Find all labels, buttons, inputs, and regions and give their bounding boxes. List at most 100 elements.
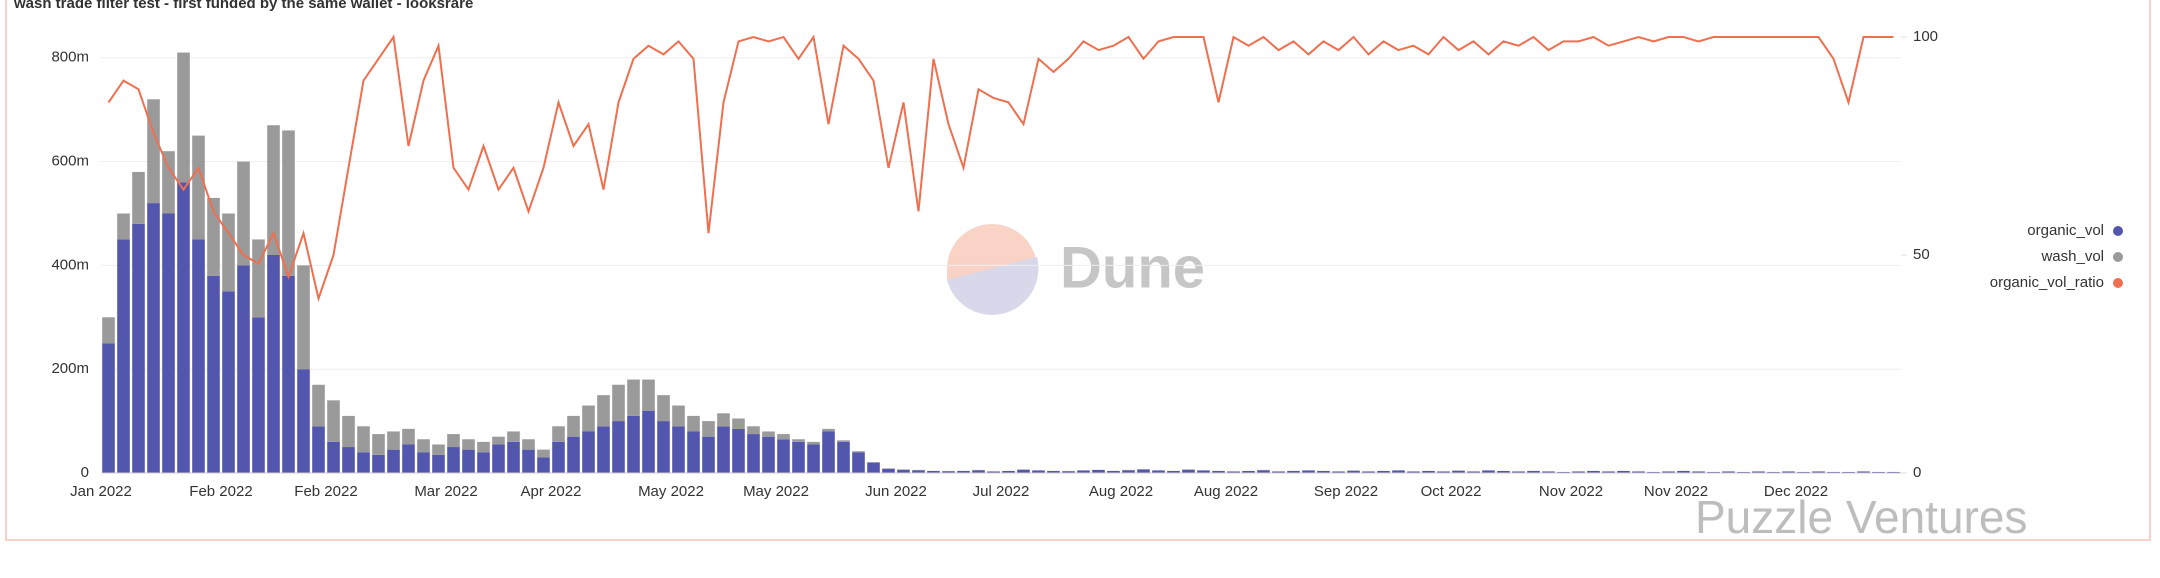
bar — [627, 415, 640, 473]
bar — [492, 444, 505, 473]
bar — [627, 379, 640, 416]
x-tick-label: Apr 2022 — [521, 483, 582, 500]
bar — [1347, 470, 1360, 473]
bar — [1362, 471, 1375, 473]
bar — [1242, 470, 1255, 473]
chart-title: wash trade filter test - first funded by… — [13, 0, 473, 12]
bar — [507, 441, 520, 473]
bar — [1887, 471, 1900, 473]
bar — [1827, 471, 1840, 473]
bar — [537, 449, 550, 458]
legend-dot — [2113, 252, 2123, 262]
bar — [897, 469, 910, 470]
x-tick-label: Aug 2022 — [1194, 483, 1258, 500]
dune-logo — [947, 224, 1039, 315]
y-tick-label: 0 — [81, 464, 89, 481]
bar — [1272, 471, 1285, 473]
bar — [642, 410, 655, 473]
x-tick-label: Oct 2022 — [1421, 483, 1482, 500]
bar — [522, 439, 535, 450]
bar — [1062, 470, 1075, 472]
x-tick-label: Jan 2022 — [70, 483, 132, 500]
bar — [177, 52, 190, 183]
bar — [207, 275, 220, 473]
bar — [1617, 470, 1630, 473]
bar — [117, 239, 130, 473]
bar — [1452, 470, 1465, 471]
bar — [717, 413, 730, 427]
legend-dot — [2113, 226, 2123, 236]
bar — [1497, 470, 1510, 473]
bar — [1002, 470, 1015, 473]
x-tick-label: Jul 2022 — [973, 483, 1030, 500]
watermark-dune: Dune — [1060, 235, 1205, 300]
bar — [387, 449, 400, 473]
bar — [1092, 469, 1105, 473]
bar — [372, 434, 385, 455]
bar — [1797, 471, 1810, 473]
bar — [687, 431, 700, 473]
bar — [717, 426, 730, 473]
bar — [852, 451, 865, 453]
bar — [1512, 471, 1525, 473]
bar — [657, 421, 670, 473]
bar — [912, 469, 925, 471]
bar — [597, 426, 610, 473]
bar — [1677, 470, 1690, 473]
bar — [1437, 471, 1450, 473]
x-tick-label: Aug 2022 — [1089, 483, 1153, 500]
bar — [1647, 471, 1660, 473]
bar — [867, 462, 880, 463]
bar — [792, 439, 805, 442]
bar — [642, 379, 655, 411]
bar — [567, 415, 580, 437]
bar — [1662, 471, 1675, 473]
bar — [102, 317, 115, 344]
bar — [597, 395, 610, 427]
bar — [237, 161, 250, 266]
bar — [162, 213, 175, 473]
bar — [972, 470, 985, 473]
bar — [297, 369, 310, 473]
bar — [447, 447, 460, 473]
bar — [312, 426, 325, 473]
x-tick-label: Nov 2022 — [1539, 483, 1603, 500]
bar — [102, 343, 115, 473]
bar — [1017, 469, 1030, 470]
bar — [747, 434, 760, 473]
bar — [702, 436, 715, 473]
bar — [417, 439, 430, 453]
bar — [147, 203, 160, 473]
bar — [162, 151, 175, 214]
bar — [807, 441, 820, 445]
bar — [282, 275, 295, 473]
x-tick-label: Nov 2022 — [1644, 483, 1708, 500]
bar — [942, 470, 955, 472]
bar — [762, 436, 775, 473]
x-tick-label: Jun 2022 — [865, 483, 927, 500]
bar — [687, 415, 700, 432]
bar — [1302, 470, 1315, 473]
bar — [1152, 470, 1165, 473]
x-tick-label: Mar 2022 — [414, 483, 477, 500]
bar — [507, 431, 520, 442]
y2-tick-label: 0 — [1913, 464, 1921, 481]
bar — [777, 434, 790, 440]
bar — [1017, 469, 1030, 473]
bar — [1182, 469, 1195, 470]
x-tick-label: May 2022 — [638, 483, 704, 500]
bar — [972, 469, 985, 471]
x-tick-label: Dec 2022 — [1764, 483, 1828, 500]
bar — [132, 171, 145, 224]
bar — [1062, 471, 1075, 473]
legend-label: organic_vol — [2027, 222, 2104, 239]
bar — [267, 125, 280, 255]
bar — [552, 441, 565, 473]
bar — [1107, 470, 1120, 473]
bar — [657, 395, 670, 422]
bar — [462, 449, 475, 473]
bar — [792, 441, 805, 473]
y-tick-label: 800m — [51, 49, 89, 66]
bar — [252, 317, 265, 473]
